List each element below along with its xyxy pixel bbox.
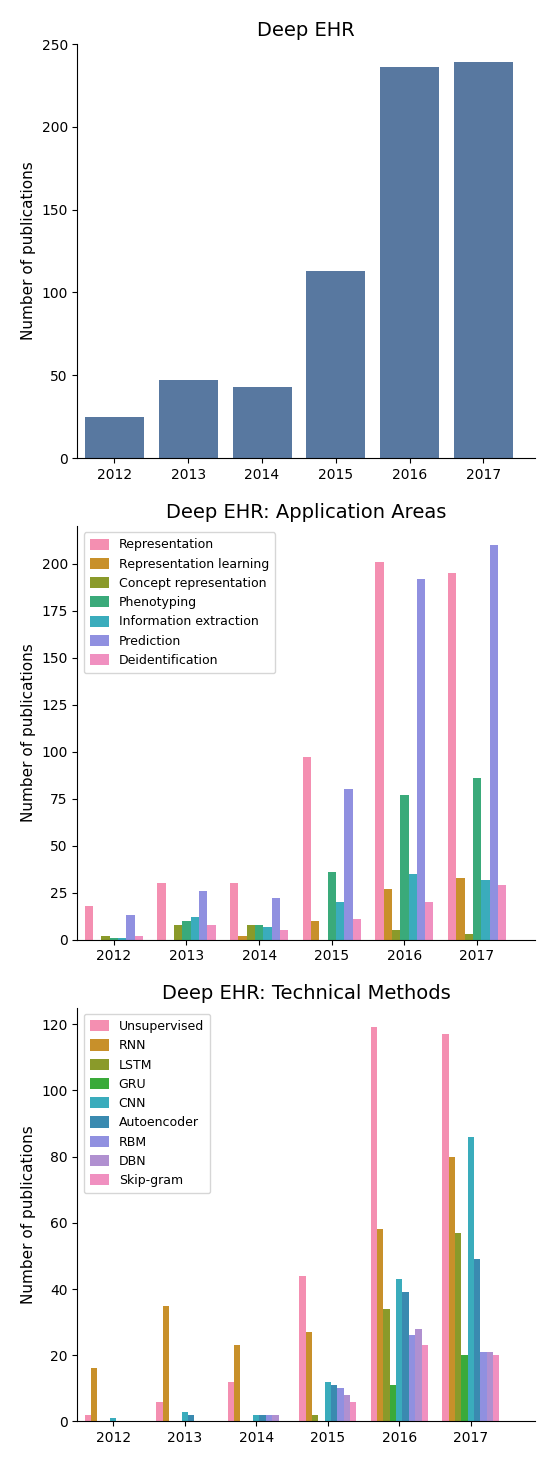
Bar — [312, 1415, 318, 1422]
Bar — [126, 915, 135, 940]
Bar — [371, 1028, 377, 1422]
Bar — [454, 63, 513, 457]
Bar — [157, 884, 166, 940]
Bar — [306, 271, 365, 457]
Bar — [461, 1355, 468, 1422]
Bar — [375, 561, 384, 940]
Bar — [480, 1352, 486, 1422]
Bar — [384, 1309, 390, 1422]
Bar — [232, 387, 291, 457]
Bar — [85, 416, 144, 457]
Bar — [255, 925, 263, 940]
Bar — [468, 1136, 474, 1422]
Bar — [400, 795, 409, 940]
Bar — [344, 1396, 350, 1422]
Bar — [263, 927, 271, 940]
Bar — [91, 1368, 97, 1422]
Bar — [260, 1415, 266, 1422]
Bar — [331, 1385, 337, 1422]
Bar — [425, 902, 434, 940]
Bar — [481, 880, 489, 940]
Bar — [344, 789, 353, 940]
Bar — [465, 934, 473, 940]
Bar — [239, 935, 247, 940]
Bar — [417, 579, 425, 940]
Bar — [182, 1412, 188, 1422]
Bar — [271, 899, 280, 940]
Bar — [299, 1275, 306, 1422]
Bar — [353, 919, 361, 940]
Bar — [415, 1328, 421, 1422]
Title: Deep EHR: Application Areas: Deep EHR: Application Areas — [166, 503, 446, 522]
Bar — [272, 1415, 279, 1422]
Bar — [336, 902, 344, 940]
Legend: Unsupervised, RNN, LSTM, GRU, CNN, Autoencoder, RBM, DBN, Skip-gram: Unsupervised, RNN, LSTM, GRU, CNN, Autoe… — [84, 1014, 210, 1193]
Bar — [498, 885, 506, 940]
Bar — [409, 1336, 415, 1422]
Y-axis label: Number of publications: Number of publications — [21, 644, 36, 822]
Bar — [489, 545, 498, 940]
Bar — [377, 1230, 384, 1422]
Bar — [474, 1259, 480, 1422]
Bar — [182, 921, 191, 940]
Bar — [118, 938, 126, 940]
Bar — [302, 758, 311, 940]
Bar — [325, 1382, 331, 1422]
Bar — [247, 925, 255, 940]
Bar — [350, 1401, 356, 1422]
Bar — [473, 778, 481, 940]
Y-axis label: Number of publications: Number of publications — [21, 1124, 36, 1303]
Bar — [337, 1388, 344, 1422]
Bar — [384, 888, 392, 940]
Bar — [486, 1352, 493, 1422]
Bar — [135, 935, 143, 940]
Bar — [101, 935, 110, 940]
Bar — [158, 380, 218, 457]
Bar — [311, 921, 319, 940]
Bar — [403, 1293, 409, 1422]
Bar — [449, 1157, 455, 1422]
Bar — [227, 1382, 234, 1422]
Y-axis label: Number of publications: Number of publications — [21, 161, 36, 340]
Bar — [409, 874, 417, 940]
Bar — [110, 938, 118, 940]
Bar — [280, 931, 288, 940]
Bar — [234, 1346, 240, 1422]
Bar — [327, 872, 336, 940]
Bar — [266, 1415, 272, 1422]
Bar — [188, 1415, 194, 1422]
Bar — [493, 1355, 499, 1422]
Bar — [230, 884, 239, 940]
Bar — [162, 1306, 169, 1422]
Bar — [207, 925, 216, 940]
Bar — [174, 925, 182, 940]
Legend: Representation, Representation learning, Concept representation, Phenotyping, In: Representation, Representation learning,… — [84, 532, 275, 673]
Bar — [306, 1333, 312, 1422]
Bar — [110, 1418, 116, 1422]
Bar — [456, 878, 465, 940]
Bar — [156, 1401, 162, 1422]
Bar — [442, 1034, 449, 1422]
Title: Deep EHR: Technical Methods: Deep EHR: Technical Methods — [162, 984, 451, 1003]
Bar — [396, 1280, 403, 1422]
Bar — [199, 891, 207, 940]
Bar — [448, 573, 456, 940]
Bar — [392, 931, 400, 940]
Bar — [253, 1415, 260, 1422]
Bar — [390, 1385, 396, 1422]
Bar — [85, 1415, 91, 1422]
Title: Deep EHR: Deep EHR — [257, 21, 355, 40]
Bar — [380, 67, 439, 457]
Bar — [421, 1346, 428, 1422]
Bar — [455, 1233, 461, 1422]
Bar — [191, 918, 199, 940]
Bar — [85, 906, 93, 940]
